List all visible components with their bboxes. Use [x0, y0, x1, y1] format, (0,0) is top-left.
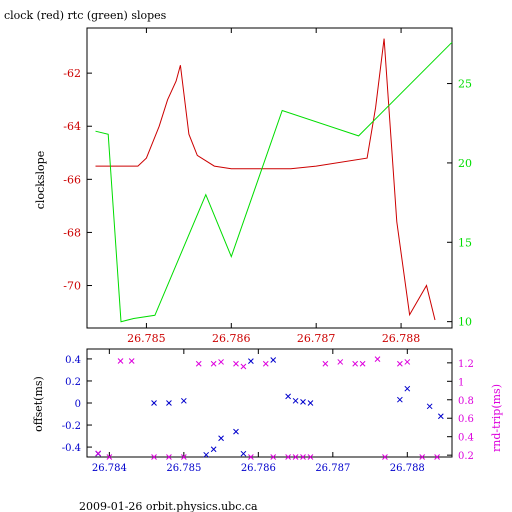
blue-point	[285, 393, 291, 400]
blue-point	[300, 399, 306, 405]
bottom-ytick-label: -0.4	[62, 443, 81, 454]
magenta-point	[292, 454, 299, 460]
blue-point	[233, 428, 239, 435]
blue-point	[292, 397, 299, 404]
magenta-point	[322, 360, 329, 367]
top-xtick-label: 26.786	[212, 332, 251, 345]
bottom-xtick-label: 26.788	[390, 463, 425, 474]
bottom-y2tick-label: 1.2	[458, 359, 474, 370]
bottom-ytick-label: -0.2	[62, 421, 81, 432]
magenta-point	[337, 359, 344, 365]
bottom-xtick-label: 26.786	[241, 463, 276, 474]
magenta-point	[300, 454, 306, 460]
top-y2tick-label: 10	[458, 316, 472, 329]
blue-point	[240, 450, 247, 457]
blue-point	[151, 400, 157, 406]
magenta-point	[210, 360, 217, 367]
bottom-y2tick-label: 1	[458, 377, 464, 388]
bottom-ytick-label: 0.2	[65, 377, 81, 388]
blue-point	[426, 403, 433, 410]
bottom-xtick-label: 26.784	[92, 463, 127, 474]
magenta-point	[128, 358, 135, 364]
magenta-point	[359, 360, 366, 367]
magenta-point	[95, 450, 102, 457]
top-xtick-label: 26.787	[297, 332, 336, 345]
green-series-line	[95, 41, 453, 323]
top-y2tick-label: 15	[458, 236, 472, 249]
magenta-point	[382, 454, 388, 460]
magenta-point	[270, 454, 277, 460]
bottom-ylabel: offset(ms)	[32, 376, 45, 432]
bottom-xtick-label: 26.787	[315, 463, 350, 474]
bottom-ytick-label: 0.4	[65, 355, 81, 366]
blue-point	[437, 413, 444, 420]
magenta-point	[248, 454, 254, 460]
bottom-y2tick-label: 0.4	[458, 433, 474, 444]
blue-point	[404, 385, 411, 392]
magenta-point	[285, 454, 291, 460]
magenta-point	[307, 454, 314, 460]
blue-point	[166, 400, 172, 406]
magenta-point	[404, 359, 411, 365]
top-chart-layer: 26.785 26.786 26.787 26.788 -62 -64 -66 -68 -70 2…	[63, 28, 472, 345]
bottom-y2tick-label: 0.2	[458, 451, 474, 462]
bottom-plot-frame	[86, 348, 453, 458]
footer-text: 2009-01-26 orbit.physics.ubc.ca	[79, 500, 258, 512]
top-y2tick-label: 20	[458, 157, 472, 170]
top-xtick-label: 26.788	[382, 332, 421, 345]
bottom-xtick-label: 26.785	[166, 463, 201, 474]
top-ytick-label: -68	[63, 226, 81, 239]
top-plot-frame	[86, 27, 453, 329]
magenta-point	[117, 358, 124, 364]
magenta-point	[218, 359, 224, 365]
blue-point	[307, 400, 314, 406]
blue-point	[270, 357, 277, 363]
blue-point	[397, 396, 403, 403]
bottom-y2label: rnd-trip(ms)	[490, 384, 503, 452]
magenta-point	[434, 454, 440, 460]
top-ylabel: clockslope	[34, 151, 47, 209]
bottom-y2tick-label: 0.8	[458, 396, 474, 407]
bottom-y2tick-label: 0.6	[458, 414, 474, 425]
magenta-point	[106, 454, 113, 460]
magenta-point	[195, 360, 202, 367]
top-ytick-label: -64	[63, 120, 81, 133]
blue-point	[180, 397, 187, 404]
magenta-point	[233, 360, 239, 367]
top-xtick-label: 26.785	[127, 332, 166, 345]
blue-point	[210, 446, 217, 453]
blue-point	[203, 451, 210, 458]
magenta-point	[419, 454, 426, 460]
magenta-point	[166, 454, 172, 460]
magenta-point	[397, 360, 403, 367]
red-series-line	[95, 38, 436, 321]
magenta-point	[374, 356, 381, 363]
bottom-ytick-label: 0	[75, 399, 81, 410]
top-ytick-label: -70	[63, 280, 81, 293]
magenta-point	[180, 454, 187, 460]
magenta-point	[240, 363, 247, 370]
chart-title: clock (red) rtc (green) slopes	[4, 9, 167, 22]
bottom-chart-layer: 26.784 26.785 26.786 26.787 26.788 0.4 0.2 0 -0.…	[62, 349, 474, 474]
magenta-point	[352, 360, 359, 367]
top-ytick-label: -66	[63, 173, 81, 186]
magenta-point	[151, 454, 157, 460]
blue-point	[248, 358, 254, 364]
top-ytick-label: -62	[63, 67, 81, 80]
top-y2tick-label: 25	[458, 78, 472, 91]
magenta-point	[262, 360, 269, 367]
blue-point	[218, 435, 224, 442]
